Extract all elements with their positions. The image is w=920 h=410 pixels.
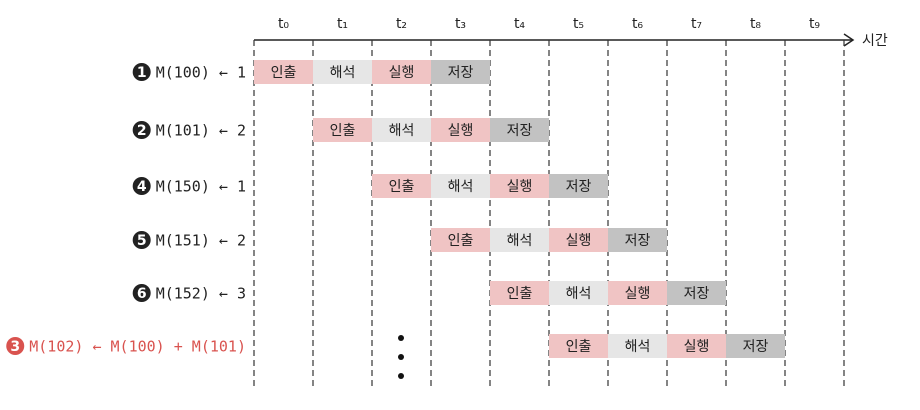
ellipsis-dot	[398, 373, 404, 379]
row-label: M(102) ← M(100) + M(101)	[29, 338, 246, 356]
stage-cell	[667, 281, 726, 305]
stage-cell	[431, 60, 490, 84]
stage-label: 인출	[507, 286, 533, 302]
stage-label: 저장	[743, 339, 769, 355]
time-tick: t₉	[809, 16, 820, 32]
stage-cell	[608, 281, 667, 305]
stage-label: 실행	[625, 286, 651, 302]
stage-cell	[549, 228, 608, 252]
stage-label: 실행	[507, 179, 533, 195]
row-badge	[6, 337, 25, 355]
stage-label: 실행	[448, 123, 474, 139]
ellipsis-dot	[398, 354, 404, 360]
stage-cell	[254, 60, 313, 84]
time-tick: t₅	[573, 16, 584, 32]
stage-cell	[490, 228, 549, 252]
axis-arrow	[843, 33, 855, 47]
stage-label: 인출	[330, 123, 356, 139]
row-badge	[132, 231, 151, 249]
stage-label: 저장	[448, 65, 474, 81]
stage-label: 실행	[684, 339, 710, 355]
stage-cell	[549, 281, 608, 305]
stage-cell	[372, 174, 431, 198]
row-number: 2	[137, 123, 147, 139]
stage-label: 해석	[389, 123, 415, 139]
stage-label: 저장	[507, 123, 533, 139]
row-label: M(100) ← 1	[156, 64, 246, 82]
row-number: 4	[137, 179, 147, 195]
row-badge	[132, 121, 151, 139]
row-number: 3	[10, 339, 20, 355]
row-label: M(152) ← 3	[156, 285, 246, 303]
row-number: 1	[137, 65, 147, 81]
stage-cell	[313, 60, 372, 84]
row-label: M(101) ← 2	[156, 122, 246, 140]
stage-label: 해석	[566, 286, 592, 302]
stage-label: 저장	[566, 179, 592, 195]
stage-cell	[431, 118, 490, 142]
stage-label: 인출	[448, 233, 474, 249]
row-label: M(150) ← 1	[156, 178, 246, 196]
axis-label: 시간	[862, 33, 888, 49]
stage-cell	[372, 60, 431, 84]
stage-label: 해석	[507, 233, 533, 249]
stage-cell	[608, 228, 667, 252]
stage-cell	[431, 174, 490, 198]
stage-cell	[490, 174, 549, 198]
stage-label: 인출	[389, 179, 415, 195]
time-tick: t₆	[632, 16, 643, 32]
stage-label: 해석	[448, 179, 474, 195]
row-label: M(151) ← 2	[156, 232, 246, 250]
stage-cell	[608, 334, 667, 358]
time-tick: t₃	[455, 16, 466, 32]
row-number: 5	[137, 233, 147, 249]
stage-cell	[726, 334, 785, 358]
time-tick: t₀	[278, 16, 289, 32]
stage-label: 인출	[566, 339, 592, 355]
time-tick: t₇	[691, 16, 702, 32]
time-tick: t₈	[750, 16, 761, 32]
row-number: 6	[137, 286, 147, 302]
ellipsis-dot	[398, 335, 404, 341]
stage-label: 실행	[389, 65, 415, 81]
stage-cell	[549, 334, 608, 358]
stage-cell	[667, 334, 726, 358]
row-badge	[132, 177, 151, 195]
stage-cell	[313, 118, 372, 142]
row-badge	[132, 63, 151, 81]
stage-cell	[431, 228, 490, 252]
stage-cell	[372, 118, 431, 142]
stage-label: 저장	[684, 286, 710, 302]
stage-label: 인출	[271, 65, 297, 81]
stage-label: 실행	[566, 233, 592, 249]
time-tick: t₄	[514, 16, 525, 32]
row-badge	[132, 284, 151, 302]
stage-cell	[490, 281, 549, 305]
stage-label: 저장	[625, 233, 651, 249]
time-tick: t₁	[337, 16, 348, 32]
stage-label: 해석	[330, 65, 356, 81]
stage-label: 해석	[625, 339, 651, 355]
time-tick: t₂	[396, 16, 407, 32]
stage-cell	[490, 118, 549, 142]
stage-cell	[549, 174, 608, 198]
